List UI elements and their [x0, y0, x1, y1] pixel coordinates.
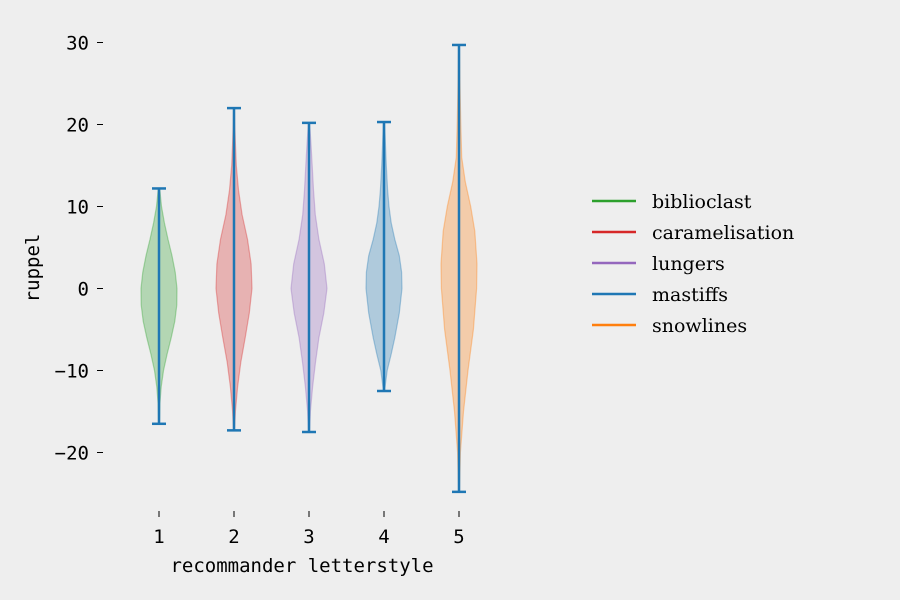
x-tick-label: 5 [453, 526, 464, 548]
legend-label-snowlines: snowlines [652, 315, 747, 337]
y-axis: 30 20 10 0 −10 −20 [55, 33, 103, 465]
y-tick-label: 0 [78, 279, 89, 301]
violin-layer [140, 43, 478, 494]
x-tick-label: 2 [228, 526, 239, 548]
y-tick-label: −20 [55, 443, 89, 465]
y-tick-label: 10 [66, 197, 89, 219]
y-axis-label: ruppel [22, 234, 44, 303]
legend-label-mastiffs: mastiffs [652, 284, 728, 306]
x-tick-label: 3 [303, 526, 314, 548]
legend-label-biblioclast: biblioclast [652, 191, 752, 213]
x-axis: 1 2 3 4 5 [153, 511, 465, 548]
y-tick-label: −10 [55, 361, 89, 383]
y-tick-label: 20 [66, 115, 89, 137]
legend-label-lungers: lungers [652, 253, 725, 275]
legend-label-caramelisation: caramelisation [652, 222, 794, 244]
x-tick-label: 1 [153, 526, 164, 548]
x-tick-label: 4 [378, 526, 389, 548]
x-axis-label: recommander letterstyle [170, 555, 433, 577]
legend: biblioclast caramelisation lungers mastiffs… [592, 191, 794, 337]
y-tick-label: 30 [66, 33, 89, 55]
